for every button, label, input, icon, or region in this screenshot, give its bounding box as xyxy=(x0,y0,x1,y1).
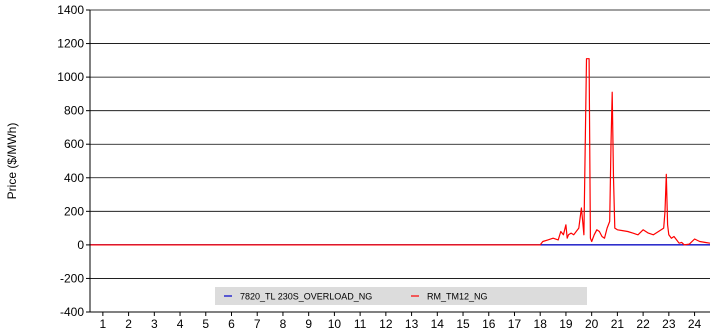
legend: 7820_TL 230S_OVERLOAD_NG RM_TM12_NG xyxy=(215,287,587,305)
x-tick-label-11: 12 xyxy=(379,317,393,331)
y-tick-labels: -400 -200 0 200 400 600 800 1000 1200 1400 xyxy=(57,3,90,319)
x-tick-label-19: 20 xyxy=(585,317,599,331)
y-tick-label-6: 800 xyxy=(64,104,84,118)
series-lines xyxy=(90,58,711,246)
x-tick-label-6: 7 xyxy=(254,317,261,331)
legend-label-1: RM_TM12_NG xyxy=(427,292,488,302)
x-tick-label-10: 11 xyxy=(354,317,367,331)
plot-area xyxy=(90,10,710,312)
x-tick-label-5: 6 xyxy=(228,317,235,331)
x-tick-label-1: 2 xyxy=(125,317,132,331)
x-tick-label-18: 19 xyxy=(559,317,573,331)
x-tick-label-2: 3 xyxy=(151,317,158,331)
x-tick-label-13: 14 xyxy=(431,317,445,331)
x-tick-label-9: 10 xyxy=(328,317,342,331)
series-line-1 xyxy=(90,58,711,246)
x-tick-label-16: 17 xyxy=(508,317,522,331)
x-tick-labels: 1 2 3 4 5 6 7 8 9 10 11 12 13 14 15 16 17 18 19 20 21 22 23 24 xyxy=(100,312,702,331)
x-tick-label-23: 24 xyxy=(688,317,702,331)
x-tick-label-3: 4 xyxy=(177,317,184,331)
x-tick-label-8: 9 xyxy=(305,317,312,331)
legend-label-0: 7820_TL 230S_OVERLOAD_NG xyxy=(240,292,372,302)
y-tick-label-7: 1000 xyxy=(57,70,84,84)
y-tick-label-5: 600 xyxy=(64,137,84,151)
x-tick-label-14: 15 xyxy=(456,317,470,331)
y-tick-label-3: 200 xyxy=(64,204,84,218)
x-tick-label-4: 5 xyxy=(202,317,209,331)
y-tick-label-1: -200 xyxy=(60,271,84,285)
x-tick-label-12: 13 xyxy=(405,317,419,331)
y-tick-label-9: 1400 xyxy=(57,3,84,17)
y-tick-label-2: 0 xyxy=(77,238,84,252)
x-tick-label-15: 16 xyxy=(482,317,496,331)
x-tick-label-21: 22 xyxy=(636,317,650,331)
y-tick-label-0: -400 xyxy=(60,305,84,319)
x-tick-label-7: 8 xyxy=(280,317,287,331)
y-tick-label-4: 400 xyxy=(64,171,84,185)
y-tick-label-8: 1200 xyxy=(57,37,84,51)
x-tick-label-20: 21 xyxy=(611,317,625,331)
x-tick-label-22: 23 xyxy=(662,317,676,331)
x-tick-label-17: 18 xyxy=(534,317,548,331)
x-tick-label-0: 1 xyxy=(100,317,107,331)
y-axis-label: Price ($/MWh) xyxy=(5,123,19,200)
gridlines xyxy=(90,9,710,279)
legend-box xyxy=(215,287,587,305)
